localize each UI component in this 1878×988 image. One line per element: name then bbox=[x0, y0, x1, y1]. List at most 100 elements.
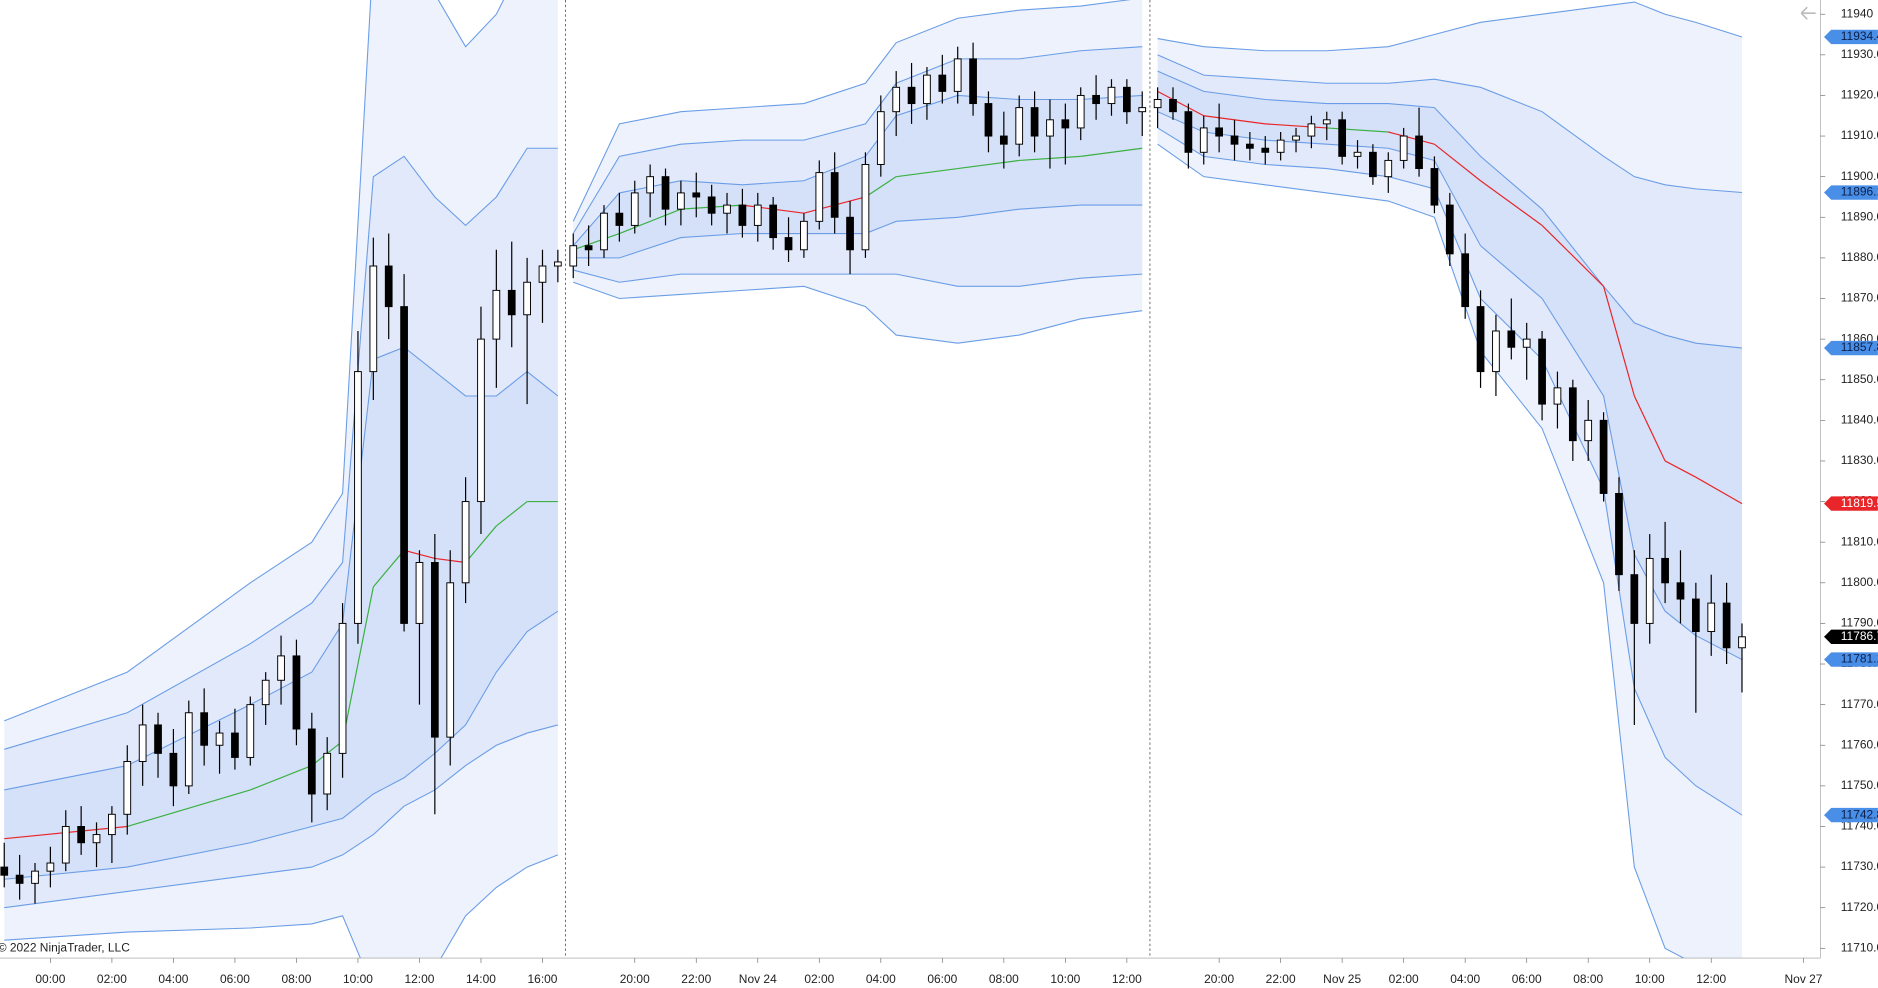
price-marker bbox=[1824, 652, 1878, 667]
y-tick-label: 11850.0 bbox=[1841, 372, 1878, 386]
y-tick-label: 11910.0 bbox=[1841, 128, 1878, 142]
candle-body bbox=[1307, 123, 1316, 137]
candle-body bbox=[415, 562, 424, 624]
candle-body bbox=[108, 813, 116, 836]
x-tick-label: 20:00 bbox=[1204, 972, 1234, 986]
candle-body bbox=[953, 58, 962, 92]
vwap-segment bbox=[341, 586, 374, 742]
band-line bbox=[4, 346, 559, 791]
candle-body bbox=[1276, 139, 1285, 153]
y-tick-label: 11730.0 bbox=[1841, 859, 1878, 873]
candle-body bbox=[1061, 119, 1070, 129]
candle-body bbox=[507, 289, 516, 316]
y-tick-label: 11920.0 bbox=[1841, 88, 1878, 102]
candle-body bbox=[169, 752, 178, 787]
vwap-segment bbox=[1664, 460, 1697, 478]
candle-body bbox=[1292, 135, 1300, 141]
candle-body bbox=[1384, 159, 1393, 178]
price-marker-label: 11896.1 bbox=[1841, 185, 1878, 199]
y-tick-label: 11800.0 bbox=[1841, 575, 1878, 589]
candle-body bbox=[646, 176, 654, 194]
y-tick-label: 11840.0 bbox=[1841, 413, 1878, 427]
vwap-segment bbox=[1541, 224, 1605, 287]
candle-body bbox=[200, 712, 209, 746]
y-tick-label: 11760.0 bbox=[1841, 737, 1878, 751]
vwap-segment bbox=[1434, 143, 1481, 182]
candle-body bbox=[1584, 419, 1593, 442]
candle-body bbox=[1568, 387, 1577, 442]
band-fill bbox=[1157, 54, 1742, 816]
y-tick-label: 11790.0 bbox=[1841, 616, 1878, 630]
candle-body bbox=[1492, 330, 1500, 373]
candle-body bbox=[1415, 135, 1423, 170]
candle-body bbox=[738, 204, 747, 226]
price-marker-label: 11786.7 bbox=[1841, 629, 1878, 643]
price-marker bbox=[1824, 807, 1878, 823]
candle-body bbox=[231, 732, 239, 758]
candle-body bbox=[477, 338, 485, 503]
candle-body bbox=[1553, 387, 1562, 405]
x-tick-label: 14:00 bbox=[466, 972, 496, 986]
y-tick-label: 11880.0 bbox=[1841, 250, 1878, 264]
candle-body bbox=[984, 103, 993, 137]
candle-body bbox=[1338, 119, 1347, 157]
candle-body bbox=[1661, 557, 1669, 584]
candle-body bbox=[677, 192, 685, 210]
x-tick-label: 06:00 bbox=[220, 972, 250, 986]
candle-body bbox=[753, 204, 762, 226]
candle-body bbox=[277, 655, 285, 681]
x-tick-label: 02:00 bbox=[804, 972, 834, 986]
candle-body bbox=[1507, 330, 1516, 348]
x-tick-label: 10:00 bbox=[343, 972, 373, 986]
x-tick-label: Nov 27 bbox=[1785, 972, 1823, 986]
x-tick-label: 04:00 bbox=[866, 972, 896, 986]
back-arrow[interactable] bbox=[1800, 6, 1816, 20]
candle-body bbox=[138, 724, 147, 762]
candle-body bbox=[1107, 86, 1116, 105]
candle-body bbox=[1645, 557, 1654, 624]
candle-body bbox=[261, 679, 270, 706]
candle-body bbox=[876, 111, 885, 165]
candle-body bbox=[615, 212, 624, 226]
candle-body bbox=[707, 196, 716, 214]
x-tick-label: 22:00 bbox=[1266, 972, 1296, 986]
candle-body bbox=[1676, 582, 1685, 600]
candle-body bbox=[784, 237, 793, 251]
candle-body bbox=[1246, 143, 1254, 149]
candle-body bbox=[1138, 107, 1147, 113]
candle-body bbox=[307, 728, 316, 795]
candle-body bbox=[61, 825, 70, 864]
candle-body bbox=[492, 289, 501, 340]
candle-body bbox=[1322, 119, 1331, 125]
candle-body bbox=[1230, 135, 1239, 145]
vwap-segment bbox=[127, 789, 251, 828]
band-line bbox=[1157, 1, 1743, 52]
candle-body bbox=[1215, 127, 1223, 137]
copyright: © 2022 NinjaTrader, LLC bbox=[0, 941, 130, 955]
band-fill bbox=[4, 347, 558, 880]
candle-body bbox=[830, 172, 839, 218]
candle-body bbox=[1122, 86, 1131, 113]
vwap-segment bbox=[865, 176, 897, 198]
vwap-segment bbox=[465, 525, 497, 563]
candle-body bbox=[1615, 492, 1623, 576]
vwap-segment bbox=[1157, 90, 1205, 117]
candle-body bbox=[1076, 94, 1085, 129]
candle-body bbox=[1691, 598, 1700, 633]
x-tick-label: 00:00 bbox=[35, 972, 65, 986]
candle-body bbox=[907, 86, 916, 105]
candle-body bbox=[15, 874, 24, 884]
y-tick-label: 11930.0 bbox=[1841, 47, 1878, 61]
candle-body bbox=[938, 74, 947, 92]
candle-body bbox=[800, 220, 808, 251]
candle-body bbox=[1030, 107, 1039, 137]
x-tick-label: Nov 25 bbox=[1323, 972, 1361, 986]
candle-body bbox=[400, 306, 408, 624]
candle-body bbox=[1261, 147, 1270, 153]
y-tick-label: 11870.0 bbox=[1841, 291, 1878, 305]
candle-body bbox=[630, 192, 639, 226]
vwap-segment bbox=[1265, 123, 1327, 129]
candle-body bbox=[1046, 119, 1054, 137]
